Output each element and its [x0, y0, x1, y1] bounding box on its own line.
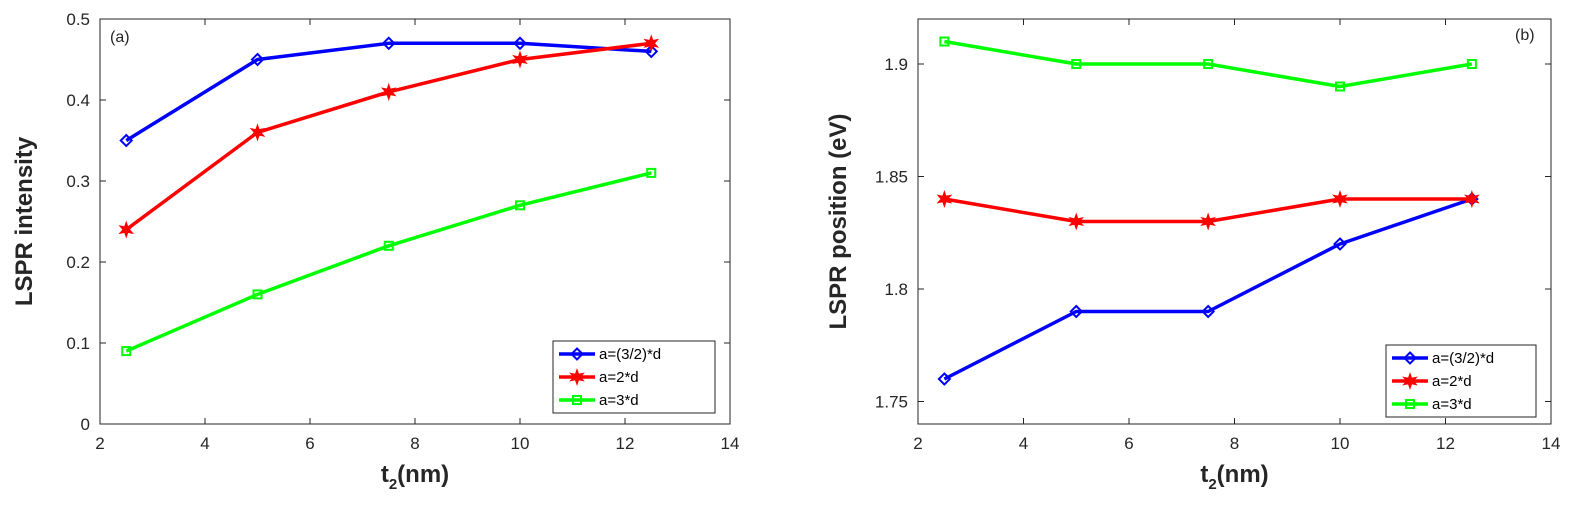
- data-point: [1200, 212, 1216, 231]
- y-tick-label: 1.75: [875, 393, 908, 412]
- data-point: [1069, 304, 1084, 319]
- panel-label: (a): [110, 29, 130, 46]
- y-tick-label: 0.3: [66, 172, 90, 191]
- series-line: [943, 197, 1473, 381]
- data-point: [250, 52, 265, 67]
- x-tick-label: 12: [616, 434, 635, 453]
- series-line: [125, 171, 652, 353]
- x-tick-label: 12: [1436, 434, 1455, 453]
- x-axis-label: t2(nm): [381, 461, 449, 493]
- legend-label: a=3*d: [1432, 396, 1472, 413]
- data-point: [1071, 59, 1082, 69]
- data-point: [1203, 59, 1214, 69]
- y-axis-label: LSPR position (eV): [825, 114, 852, 330]
- legend: a=(3/2)*d a=2*d a=3*d: [1385, 344, 1537, 418]
- x-tick-label: 2: [913, 434, 922, 453]
- y-tick-label: 0.2: [66, 253, 90, 272]
- x-tick-label: 2: [95, 434, 104, 453]
- data-point: [119, 133, 134, 148]
- y-axis-label: LSPR intensity: [11, 136, 38, 306]
- x-tick-label: 6: [305, 434, 314, 453]
- data-point: [1201, 304, 1216, 319]
- legend-label: a=2*d: [1432, 373, 1472, 390]
- series-line: [125, 41, 652, 142]
- data-point: [939, 36, 950, 47]
- legend-label: a=2*d: [599, 369, 639, 386]
- data-point: [1333, 237, 1347, 251]
- series-square: [121, 167, 657, 357]
- data-point: [646, 167, 657, 178]
- y-tick-label: 0.4: [66, 91, 90, 110]
- y-tick-label: 0: [81, 415, 90, 434]
- legend-marker: [1402, 371, 1418, 391]
- series-line: [944, 39, 1473, 89]
- data-point: [118, 220, 135, 239]
- legend-marker: [572, 395, 582, 405]
- data-point: [937, 372, 952, 386]
- x-axis-label-symbol: t: [381, 461, 389, 488]
- series-star: [118, 34, 660, 239]
- chart-panel-b: 2 4 6 8 10 12 141.751.81.851.9t2(nm)LSPR posit…: [825, 18, 1561, 493]
- y-tick-label: 0.1: [66, 334, 90, 353]
- data-point: [515, 200, 525, 211]
- data-point: [381, 36, 396, 51]
- x-axis-label-symbol: t: [1200, 461, 1208, 488]
- legend: a=(3/2)*d a=2*d a=3*d: [552, 340, 716, 414]
- legend-marker: [1403, 351, 1417, 365]
- data-point: [249, 123, 266, 142]
- x-axis-label-subscript: 2: [1208, 476, 1216, 493]
- legend-label: a=(3/2)*d: [599, 346, 661, 363]
- data-point: [512, 50, 528, 69]
- x-tick-label: 14: [1542, 434, 1561, 453]
- y-tick-label: 0.5: [66, 10, 90, 29]
- data-point: [1464, 189, 1480, 209]
- data-point: [252, 289, 263, 300]
- legend-marker: [1405, 399, 1415, 409]
- data-point: [643, 34, 660, 53]
- x-tick-label: 8: [410, 434, 419, 453]
- legend-label: a=3*d: [599, 392, 639, 409]
- x-tick-label: 4: [200, 434, 209, 453]
- series-diamond: [119, 36, 659, 148]
- data-point: [644, 44, 659, 59]
- legend-label: a=(3/2)*d: [1432, 350, 1494, 367]
- data-point: [513, 36, 527, 51]
- legend-marker: [570, 347, 584, 361]
- legend-marker: [569, 367, 585, 387]
- y-tick-label: 1.8: [884, 280, 908, 299]
- data-point: [1332, 189, 1348, 209]
- x-tick-label: 6: [1124, 434, 1133, 453]
- data-point: [1068, 212, 1085, 231]
- x-axis-label-unit: (nm): [1217, 461, 1269, 488]
- data-point: [383, 240, 394, 251]
- data-point: [1466, 59, 1477, 69]
- y-tick-label: 1.85: [875, 168, 908, 187]
- data-point: [380, 82, 397, 101]
- data-point: [121, 346, 132, 357]
- data-point: [936, 189, 953, 209]
- x-axis-label-subscript: 2: [389, 476, 397, 493]
- series-square: [939, 36, 1477, 92]
- x-tick-label: 10: [511, 434, 530, 453]
- series-star: [936, 189, 1480, 231]
- panel-label: (b): [1515, 27, 1535, 44]
- x-axis-label: t2(nm): [1200, 461, 1268, 493]
- x-tick-label: 4: [1019, 434, 1028, 453]
- data-point: [1335, 81, 1345, 92]
- x-tick-label: 8: [1230, 434, 1239, 453]
- x-tick-label: 10: [1331, 434, 1350, 453]
- y-tick-label: 1.9: [884, 55, 908, 74]
- x-tick-label: 14: [721, 434, 740, 453]
- x-axis-label-unit: (nm): [397, 461, 449, 488]
